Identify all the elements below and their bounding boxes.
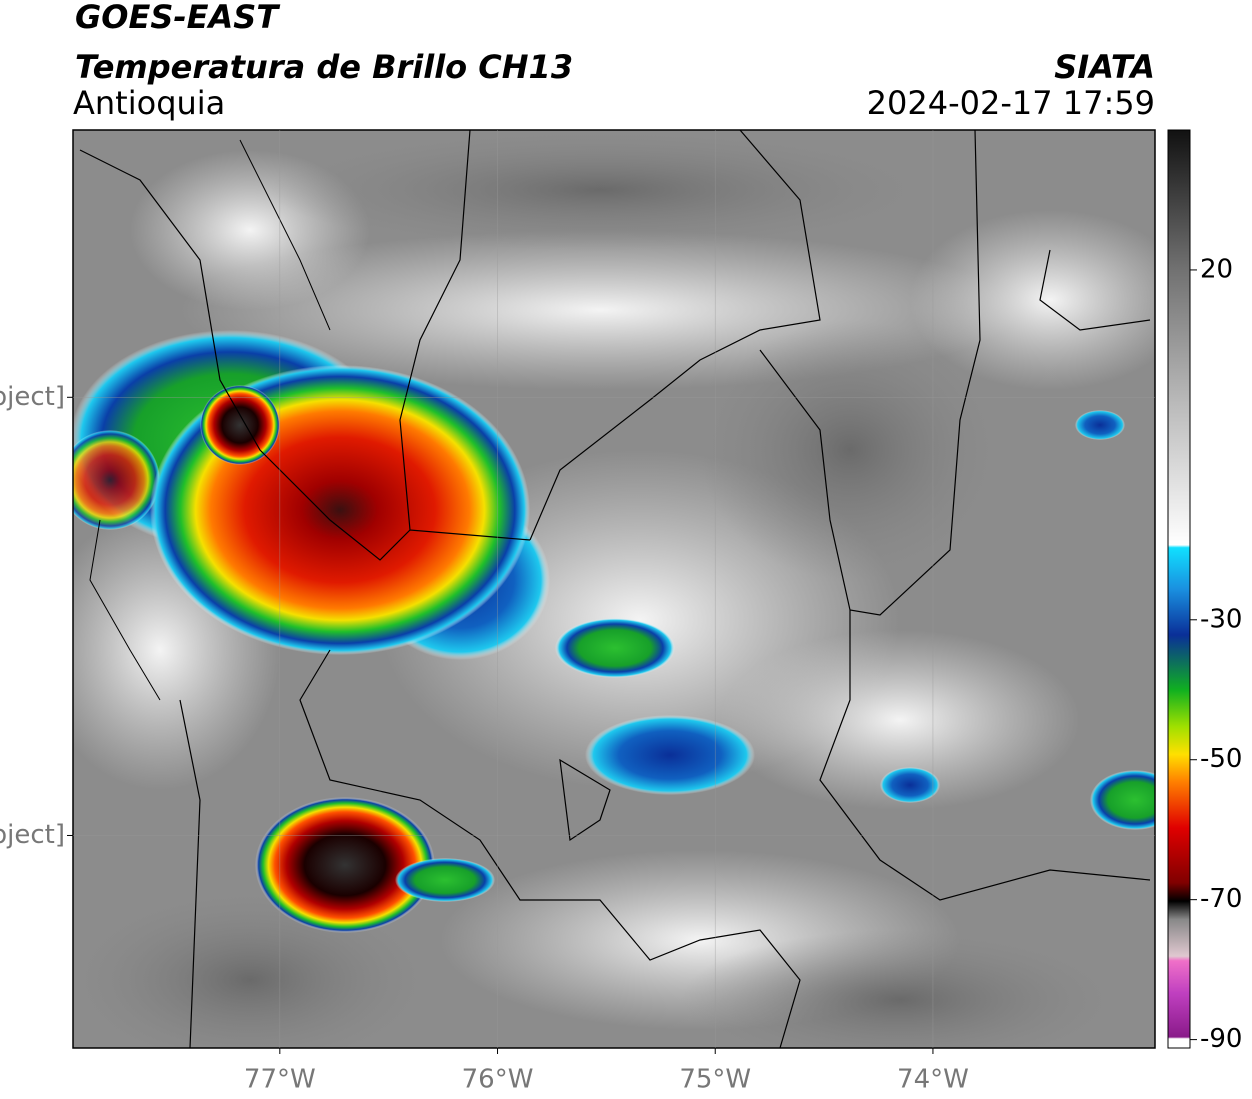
map-frame <box>72 129 1156 1049</box>
colorbar-tick-label: -90 <box>1200 1024 1242 1054</box>
colorbar-tick-label: 20 <box>1200 254 1233 284</box>
lon-tick-label: 74°W <box>897 1065 969 1095</box>
colorbar-tick-label: -50 <box>1200 744 1242 774</box>
timestamp: 2024-02-17 17:59 <box>867 84 1155 122</box>
lat-tick-label: [object Object] <box>0 820 65 850</box>
lon-tick-label: 75°W <box>679 1065 751 1095</box>
lon-tick-label: 77°W <box>244 1065 316 1095</box>
source: SIATA <box>1054 48 1155 86</box>
lon-tick-label: 76°W <box>462 1065 534 1095</box>
colorbar <box>1167 129 1191 1049</box>
colorbar-tick-label: -30 <box>1200 604 1242 634</box>
title: GOES-EAST <box>75 0 280 36</box>
colorbar-tick-label: -70 <box>1200 884 1242 914</box>
satellite-image <box>73 130 1155 1048</box>
lat-tick-label: [object Object] <box>0 382 65 412</box>
region: Antioquia <box>73 84 225 122</box>
product: Temperatura de Brillo CH13 <box>75 48 573 86</box>
